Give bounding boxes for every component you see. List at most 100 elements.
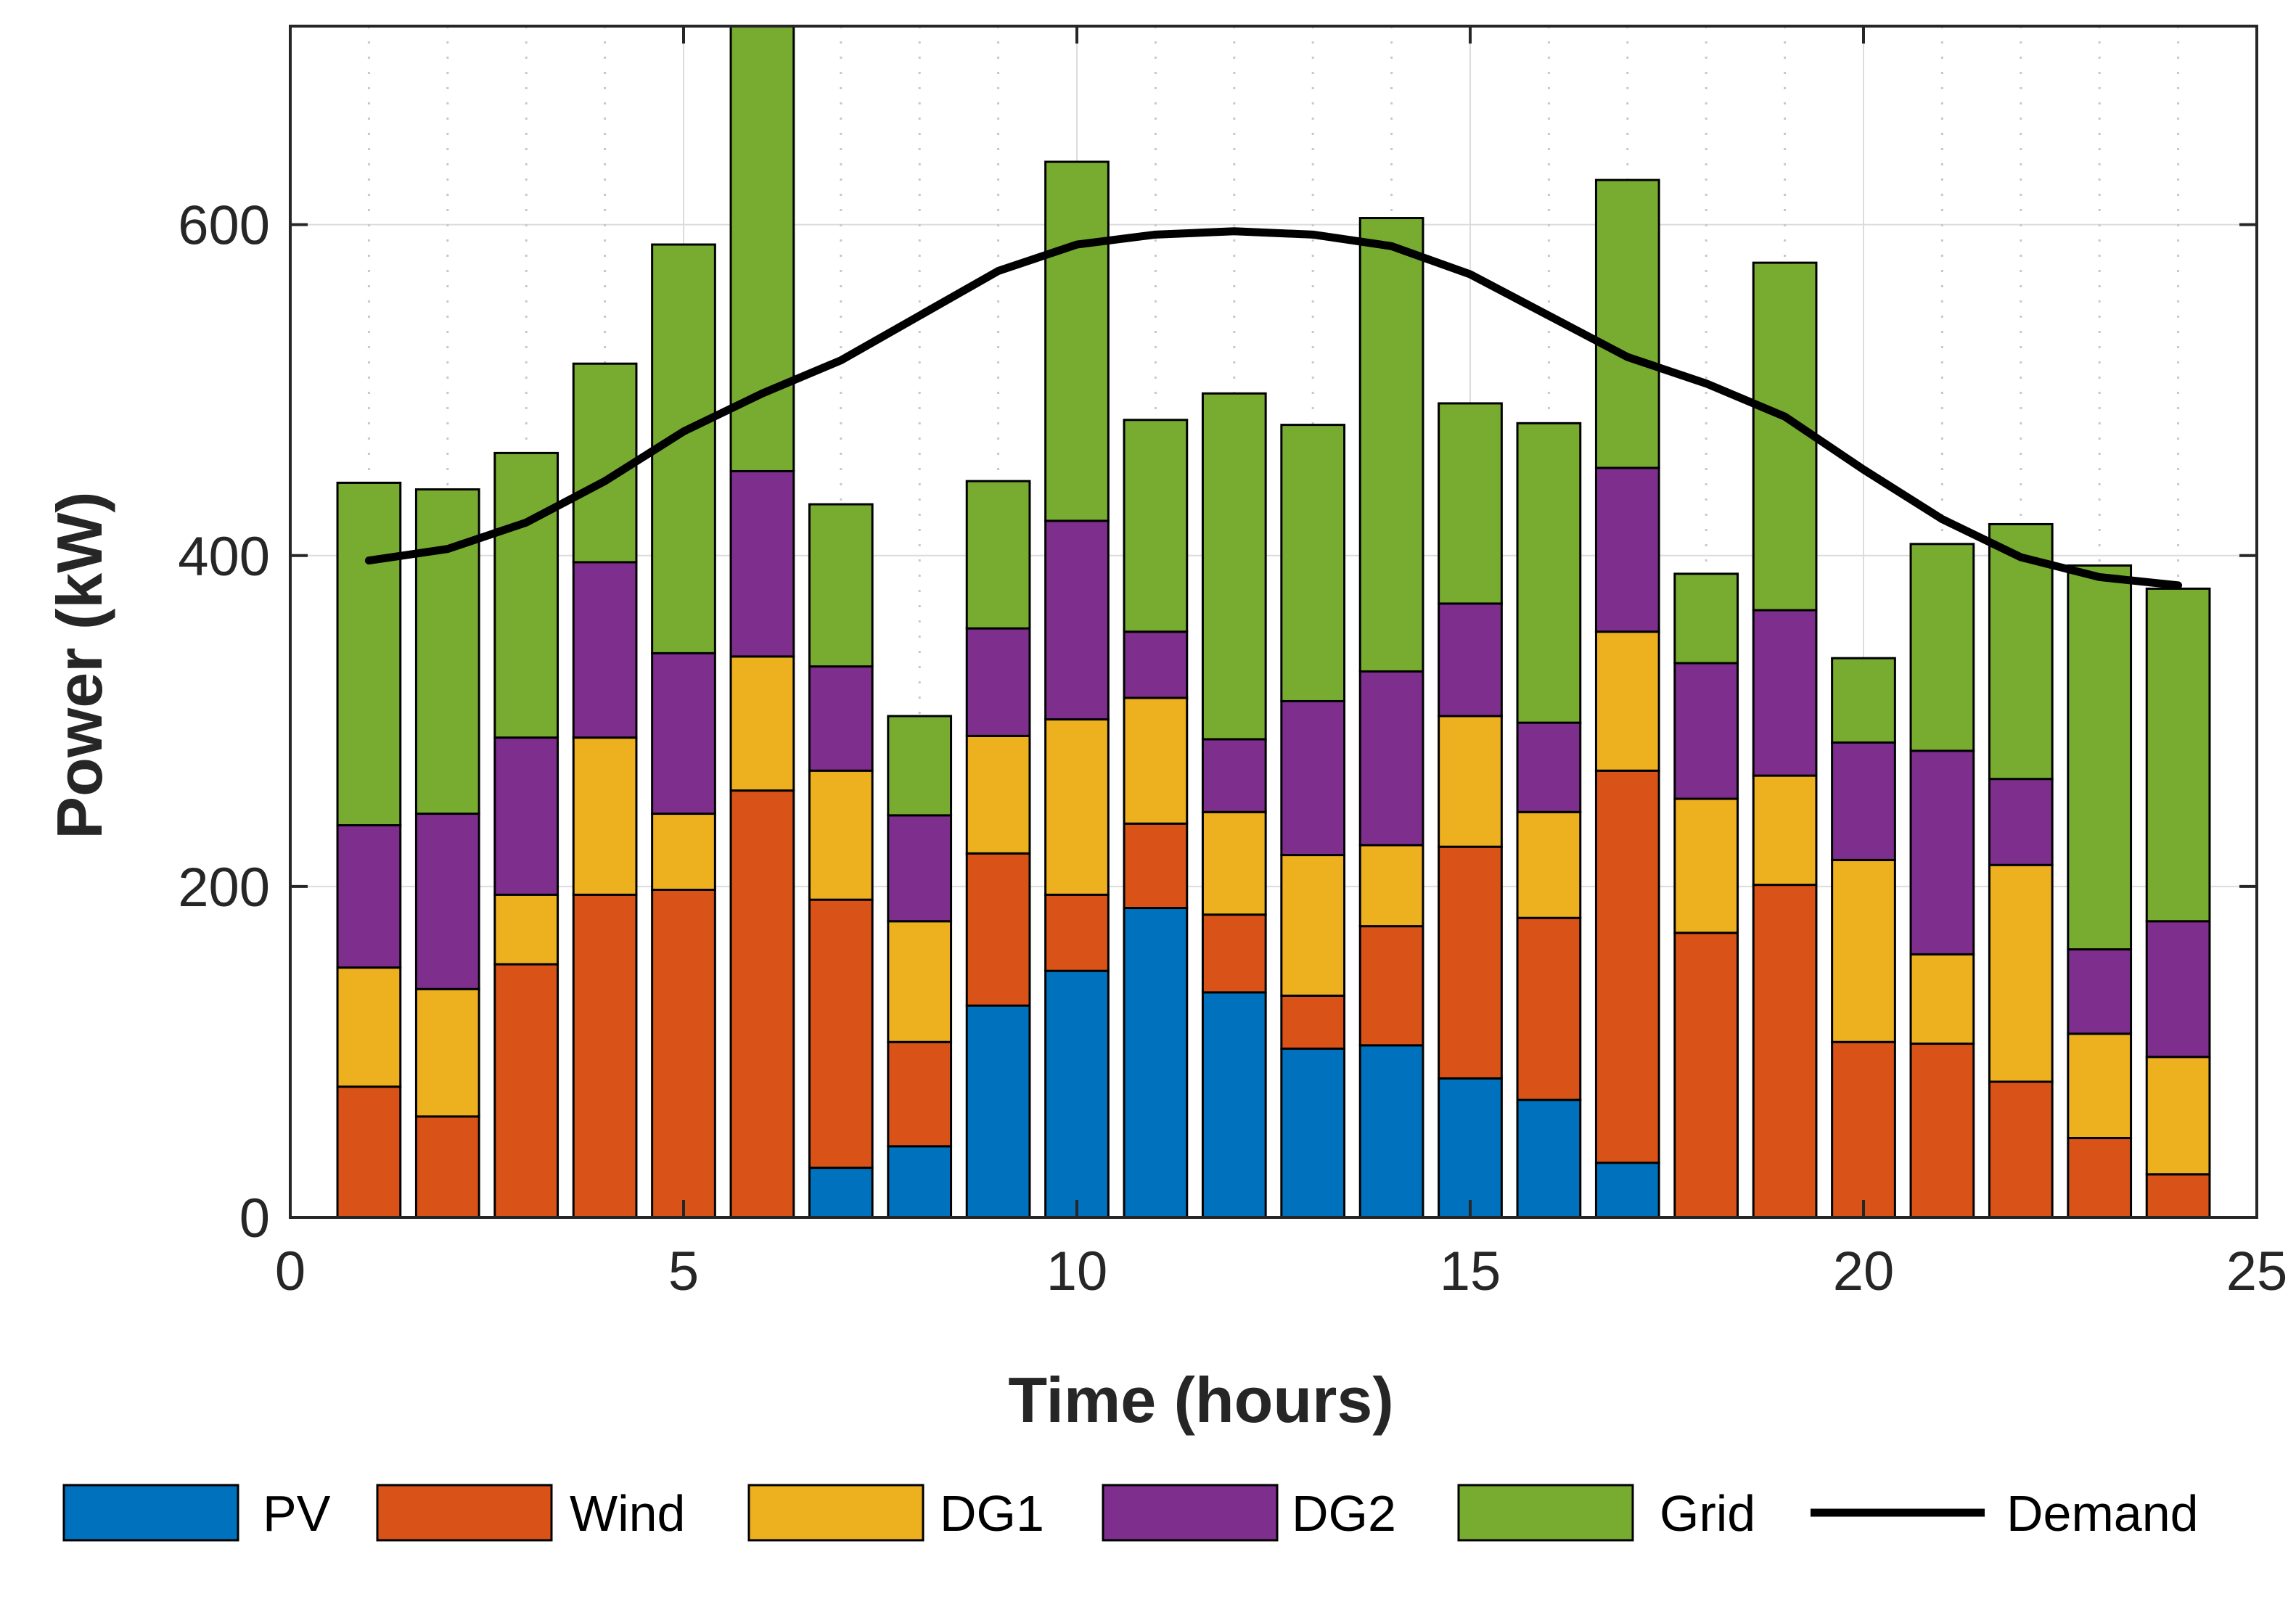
bar-wind-h9 bbox=[965, 852, 1031, 1007]
bar-dg2-h10 bbox=[1044, 519, 1110, 721]
bar-wind-h19 bbox=[1752, 884, 1818, 1217]
bar-dg2-h17 bbox=[1594, 467, 1660, 633]
bar-grid-h4 bbox=[572, 362, 638, 564]
bar-dg2-h3 bbox=[493, 736, 559, 896]
bar-wind-h11 bbox=[1123, 822, 1189, 910]
bar-wind-h10 bbox=[1044, 893, 1110, 972]
bar-dg1-h8 bbox=[887, 920, 953, 1043]
bar-wind-h3 bbox=[493, 963, 559, 1217]
y-tick-label: 600 bbox=[178, 195, 270, 257]
bar-dg1-h22 bbox=[1988, 863, 2054, 1083]
bar-wind-h23 bbox=[2067, 1137, 2133, 1217]
demand-line bbox=[364, 227, 2183, 590]
bar-dg2-h21 bbox=[1909, 749, 1975, 955]
bar-grid-h18 bbox=[1673, 572, 1739, 665]
bar-dg1-h9 bbox=[965, 734, 1031, 855]
bar-pv-h10 bbox=[1044, 969, 1110, 1217]
bar-grid-h11 bbox=[1123, 419, 1189, 633]
bar-wind-h7 bbox=[808, 898, 874, 1170]
legend-label-dg2: DG2 bbox=[1292, 1485, 1396, 1542]
bar-dg1-h7 bbox=[808, 769, 874, 901]
bar-dg1-h20 bbox=[1831, 858, 1896, 1043]
bar-pv-h12 bbox=[1201, 991, 1267, 1217]
bar-pv-h9 bbox=[965, 1004, 1031, 1217]
bar-dg2-h22 bbox=[1988, 778, 2054, 866]
bar-wind-h15 bbox=[1438, 845, 1503, 1080]
bar-grid-h24 bbox=[2145, 587, 2211, 923]
legend-label-grid: Grid bbox=[1660, 1485, 1755, 1542]
x-tick-label: 10 bbox=[1046, 1241, 1108, 1302]
x-tick-label: 15 bbox=[1440, 1241, 1501, 1302]
legend-label-dg1: DG1 bbox=[940, 1485, 1044, 1542]
bar-dg2-h11 bbox=[1123, 630, 1189, 699]
bar-dg1-h17 bbox=[1594, 630, 1660, 772]
bar-wind-h14 bbox=[1358, 925, 1424, 1047]
bar-dg1-h16 bbox=[1516, 810, 1582, 919]
bar-dg2-h2 bbox=[414, 813, 480, 990]
bar-grid-h7 bbox=[808, 503, 874, 668]
bar-dg2-h20 bbox=[1831, 741, 1896, 861]
bar-dg2-h12 bbox=[1201, 738, 1267, 813]
demand-line-layer bbox=[364, 227, 2183, 590]
bar-dg1-h24 bbox=[2145, 1056, 2211, 1176]
x-tick-label: 5 bbox=[668, 1241, 699, 1302]
bar-dg1-h21 bbox=[1909, 953, 1975, 1045]
bar-dg2-h1 bbox=[336, 824, 402, 969]
legend-label-wind: Wind bbox=[570, 1485, 685, 1542]
bar-grid-h13 bbox=[1280, 424, 1346, 702]
legend-swatch-dg1 bbox=[747, 1484, 924, 1542]
legend-swatch-wind bbox=[376, 1484, 553, 1542]
bar-dg1-h2 bbox=[414, 987, 480, 1118]
y-tick-label: 400 bbox=[178, 526, 270, 588]
bar-grid-h12 bbox=[1201, 392, 1267, 741]
bar-dg1-h5 bbox=[651, 813, 716, 891]
bar-dg2-h13 bbox=[1280, 699, 1346, 857]
tick-labels: 0 5 10 15 20 25 0 200 400 600 bbox=[178, 195, 2287, 1302]
x-axis-title: Time (hours) bbox=[1008, 1364, 1393, 1436]
bar-grid-h10 bbox=[1044, 160, 1110, 522]
bar-grid-h14 bbox=[1358, 217, 1424, 673]
bar-dg1-h6 bbox=[729, 655, 795, 792]
bar-pv-h14 bbox=[1358, 1044, 1424, 1217]
bar-dg2-h24 bbox=[2145, 920, 2211, 1059]
x-tick-label: 20 bbox=[1833, 1241, 1895, 1302]
bar-wind-h24 bbox=[2145, 1173, 2211, 1217]
stacked-bars bbox=[336, 26, 2211, 1217]
bar-grid-h3 bbox=[493, 451, 559, 739]
bar-grid-h8 bbox=[887, 715, 953, 817]
bar-grid-h15 bbox=[1438, 402, 1503, 605]
bar-dg1-h12 bbox=[1201, 810, 1267, 916]
legend-label-pv: PV bbox=[263, 1485, 331, 1542]
bar-wind-h13 bbox=[1280, 994, 1346, 1050]
bar-wind-h18 bbox=[1673, 932, 1739, 1217]
bar-dg1-h23 bbox=[2067, 1032, 2133, 1140]
bar-dg2-h7 bbox=[808, 665, 874, 772]
bar-wind-h17 bbox=[1594, 769, 1660, 1164]
legend-swatch-grid bbox=[1457, 1484, 1634, 1542]
bar-dg2-h19 bbox=[1752, 609, 1818, 777]
bar-grid-h16 bbox=[1516, 422, 1582, 724]
bar-dg2-h18 bbox=[1673, 662, 1739, 800]
bar-dg2-h5 bbox=[651, 652, 716, 815]
x-tick-label: 25 bbox=[2226, 1241, 2288, 1302]
bar-pv-h15 bbox=[1438, 1077, 1503, 1217]
bar-grid-h23 bbox=[2067, 564, 2133, 951]
bar-wind-h22 bbox=[1988, 1080, 2054, 1217]
y-axis-title: Power (kW) bbox=[44, 491, 115, 839]
bar-wind-h5 bbox=[651, 888, 716, 1217]
bar-grid-h20 bbox=[1831, 657, 1896, 744]
bar-grid-h19 bbox=[1752, 261, 1818, 612]
legend: PV Wind DG1 DG2 Grid Demand bbox=[62, 1484, 2199, 1542]
bar-dg2-h16 bbox=[1516, 721, 1582, 813]
legend-label-demand: Demand bbox=[2006, 1485, 2199, 1542]
bar-dg1-h11 bbox=[1123, 696, 1189, 825]
bar-wind-h12 bbox=[1201, 913, 1267, 994]
bar-dg1-h1 bbox=[336, 966, 402, 1088]
bar-wind-h2 bbox=[414, 1115, 480, 1217]
bar-wind-h16 bbox=[1516, 916, 1582, 1101]
bar-dg2-h23 bbox=[2067, 948, 2133, 1035]
legend-swatch-dg2 bbox=[1102, 1484, 1279, 1542]
bar-wind-h8 bbox=[887, 1040, 953, 1148]
tick-marks bbox=[289, 26, 2258, 1219]
